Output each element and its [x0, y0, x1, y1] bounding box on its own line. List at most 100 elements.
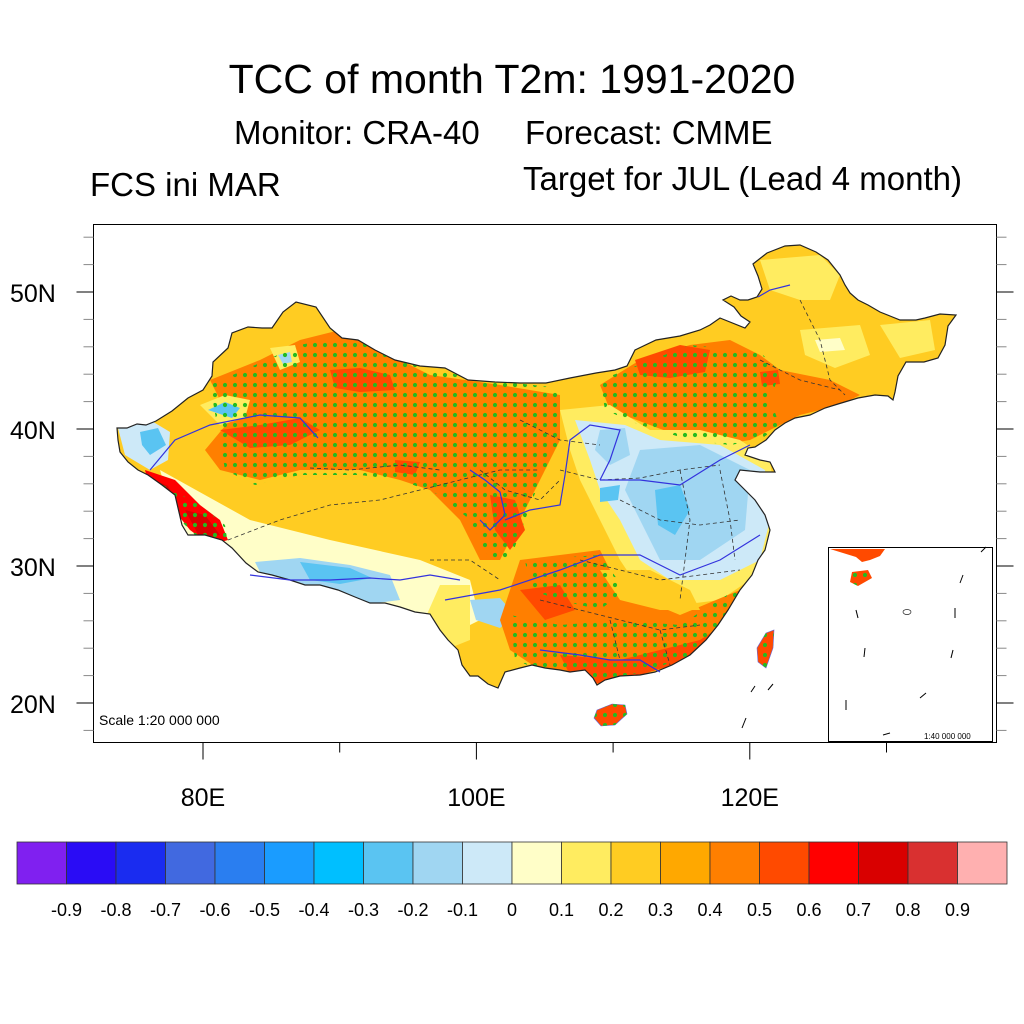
province-boundary	[719, 469, 736, 561]
colorbar-label-0.7: 0.7	[846, 900, 871, 920]
forecast-subtitle: Forecast: CMME	[525, 114, 773, 151]
colorbar-label--0.3: -0.3	[348, 900, 379, 920]
colorbar-box-6	[313, 841, 364, 885]
colorbar-label-0.4: 0.4	[697, 900, 722, 920]
colorbar-box-15	[759, 841, 810, 885]
contour-region-28	[760, 255, 840, 300]
province-boundary	[759, 359, 841, 391]
contour-region-15	[140, 428, 166, 455]
y-tick-label-50N: 50N	[10, 280, 56, 308]
inset-hainan-stipple	[850, 570, 872, 586]
colorbar-label-0.3: 0.3	[648, 900, 673, 920]
x-tick-label-100E: 100E	[447, 784, 505, 812]
colorbar-label--0.5: -0.5	[249, 900, 280, 920]
colorbar-box-4	[214, 841, 265, 885]
colorbar-label-0: 0	[507, 900, 517, 920]
colorbar-box-19	[957, 841, 1008, 885]
contour-region-24	[595, 428, 630, 465]
colorbar-box-1	[66, 841, 117, 885]
colorbar-label-0.1: 0.1	[549, 900, 574, 920]
river	[539, 649, 661, 673]
province-boundary	[479, 469, 561, 501]
province-boundary	[227, 469, 540, 541]
province-boundary	[799, 299, 846, 396]
colorbar: -0.9 -0.8 -0.7 -0.6 -0.5 -0.4 -0.3 -0.2 -0.1 0 0.1…	[16, 841, 1008, 920]
river	[469, 469, 506, 531]
chart-title: TCC of month T2m: 1991-2020	[228, 56, 796, 102]
colorbar-label--0.8: -0.8	[100, 900, 131, 920]
colorbar-label--0.9: -0.9	[51, 900, 82, 920]
x-tick-label-120E: 120E	[721, 784, 779, 812]
significance-stipple-4	[510, 590, 745, 685]
colorbar-label-0.5: 0.5	[747, 900, 772, 920]
inset-boundary-mark	[863, 647, 866, 658]
colorbar-label--0.4: -0.4	[298, 900, 329, 920]
sea-boundary-mark	[767, 683, 774, 691]
province-boundary	[619, 499, 741, 526]
colorbar-label-0.8: 0.8	[895, 900, 920, 920]
y-tick-label-20N: 20N	[10, 691, 56, 719]
colorbar-box-7	[363, 841, 414, 885]
colorbar-box-18	[907, 841, 958, 885]
province-boundary	[679, 469, 691, 601]
colorbar-box-13	[660, 841, 711, 885]
river	[444, 534, 761, 601]
province-boundary	[659, 629, 671, 666]
contour-region-31	[880, 320, 935, 358]
province-boundary	[430, 559, 501, 581]
x-tick-label-80E: 80E	[181, 784, 225, 812]
colorbar-label--0.6: -0.6	[199, 900, 230, 920]
y-tick-label-40N: 40N	[10, 417, 56, 445]
colorbar-label--0.2: -0.2	[397, 900, 428, 920]
axis-ticks	[76, 236, 1014, 760]
significance-stipple-3	[525, 555, 625, 610]
inset-boundary-mark	[855, 609, 859, 619]
contour-region-35	[600, 570, 700, 610]
inset-boundary-mark	[950, 649, 954, 659]
inset-coast	[830, 549, 885, 562]
significance-stipple-2	[600, 345, 780, 445]
province-boundary	[309, 464, 441, 471]
colorbar-box-14	[709, 841, 760, 885]
monitor-subtitle: Monitor: CRA-40	[234, 114, 480, 151]
islands	[593, 629, 775, 729]
colorbar-label-0.9: 0.9	[945, 900, 970, 920]
inset-scale-label: 1:40 000 000	[924, 732, 971, 741]
colorbar-box-3	[165, 841, 216, 885]
y-tick-label-30N: 30N	[10, 554, 56, 582]
province-boundary	[579, 559, 741, 581]
colorbar-box-17	[858, 841, 909, 885]
colorbar-label-0.6: 0.6	[796, 900, 821, 920]
colorbar-box-0	[16, 841, 67, 885]
inset-boundary-mark	[959, 574, 964, 584]
inset-reef	[902, 609, 912, 615]
river	[757, 284, 791, 298]
river	[249, 574, 461, 581]
province-boundary	[519, 419, 601, 446]
right-string: Target for JUL (Lead 4 month)	[523, 160, 962, 197]
china-border	[116, 244, 958, 689]
scale-label: Scale 1:20 000 000	[99, 712, 220, 728]
colorbar-box-16	[808, 841, 859, 885]
colorbar-label--0.1: -0.1	[447, 900, 478, 920]
contour-region-27	[600, 485, 620, 502]
colorbar-label-0.2: 0.2	[598, 900, 623, 920]
taiwan-island-stipple	[757, 630, 774, 668]
contour-region-30	[815, 338, 845, 352]
inset-boundary-mark	[882, 732, 891, 736]
colorbar-box-8	[412, 841, 463, 885]
south-china-sea-inset: 1:40 000 000	[828, 546, 993, 742]
contour-region-25	[625, 445, 750, 560]
rivers	[149, 284, 791, 673]
contour-region-0	[160, 470, 480, 640]
sea-boundary-mark	[741, 717, 747, 729]
colorbar-box-10	[511, 841, 562, 885]
colorbar-box-2	[115, 841, 166, 885]
inset-boundary-mark	[980, 546, 987, 553]
province-boundaries	[227, 299, 846, 666]
colorbar-label--0.7: -0.7	[150, 900, 181, 920]
province-boundary	[559, 464, 721, 481]
sea-boundary-mark	[750, 685, 756, 693]
significance-stipple-0	[210, 335, 560, 560]
